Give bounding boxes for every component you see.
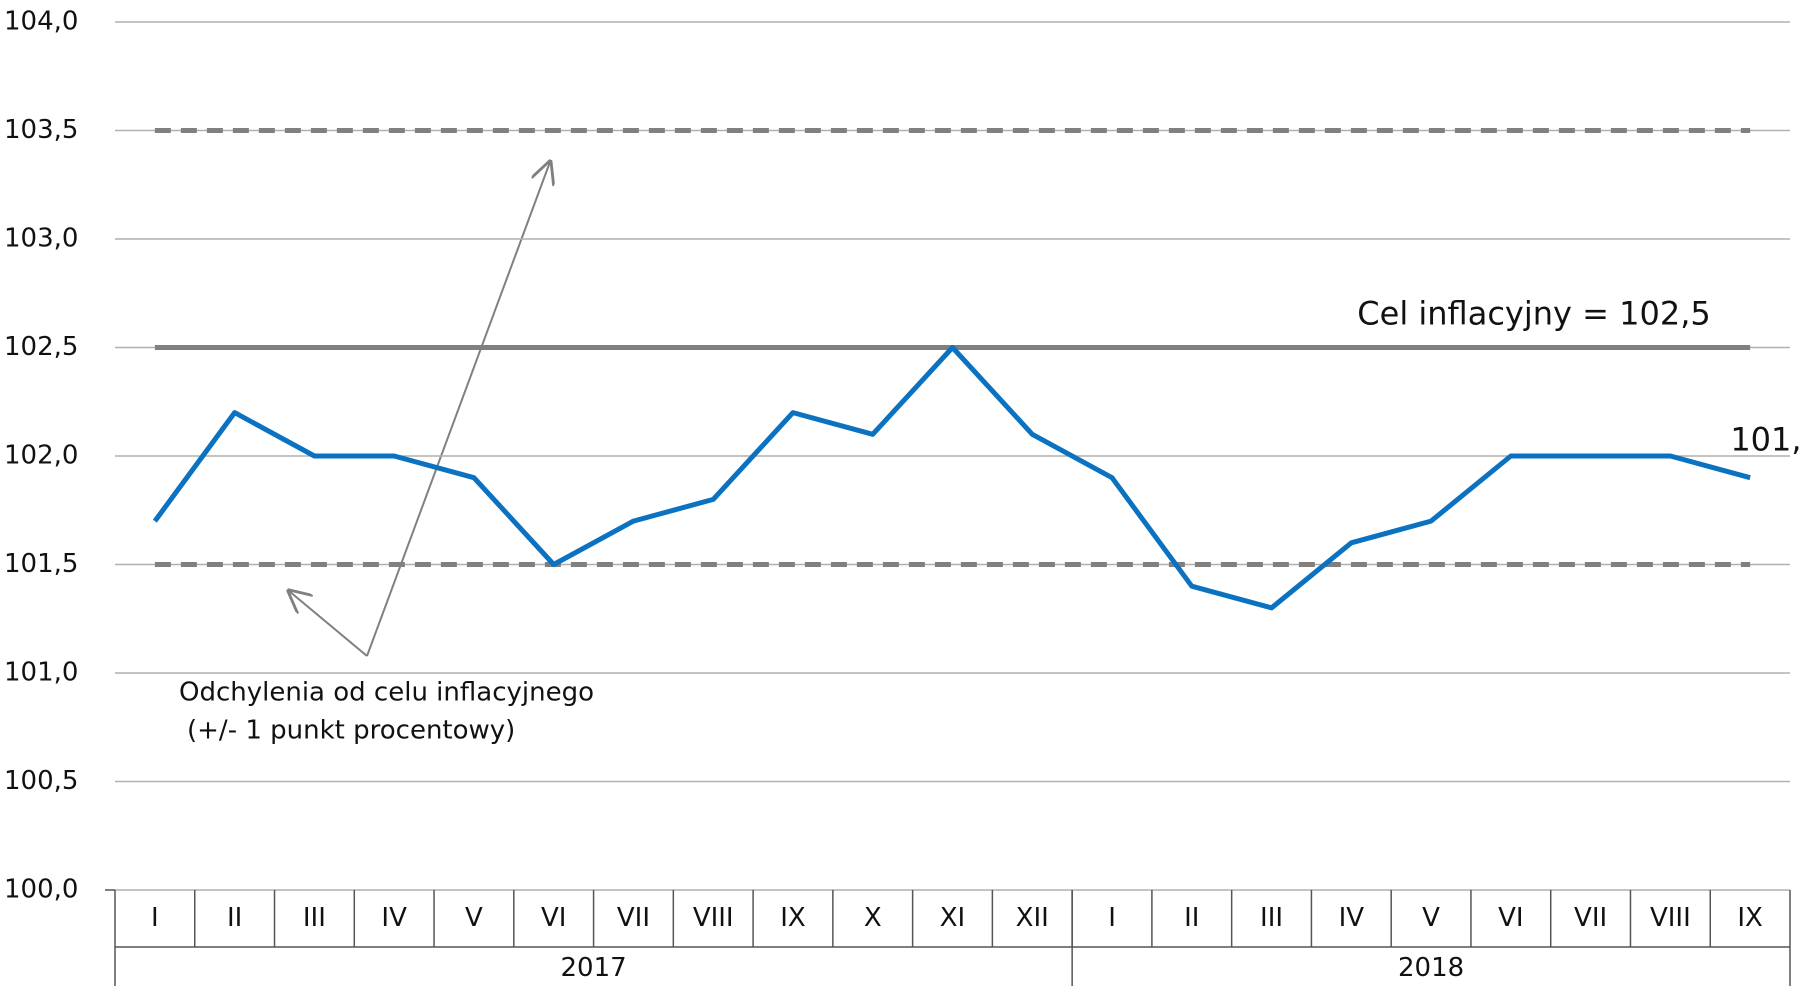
y-tick-label: 104,0 bbox=[4, 7, 78, 37]
x-tick-label: III bbox=[303, 903, 326, 933]
y-tick-label: 103,5 bbox=[4, 115, 78, 145]
x-tick-label: VIII bbox=[693, 903, 734, 933]
data-label: 101,9 bbox=[1730, 421, 1802, 459]
x-tick-label: V bbox=[1422, 903, 1440, 933]
y-tick-label: 102,5 bbox=[4, 332, 78, 362]
y-tick-label: 101,0 bbox=[4, 658, 78, 688]
x-tick-label: VIII bbox=[1650, 903, 1691, 933]
annotation: Odchylenia od celu inflacyjnego bbox=[179, 678, 594, 708]
x-tick-label: IV bbox=[381, 903, 407, 933]
group-label: 2018 bbox=[1398, 953, 1464, 983]
y-tick-label: 100,5 bbox=[4, 766, 78, 796]
x-tick-label: X bbox=[864, 903, 882, 933]
series-line bbox=[152, 345, 1751, 611]
x-tick-label: IV bbox=[1339, 903, 1365, 933]
x-tick-label: I bbox=[1108, 903, 1116, 933]
x-tick-label: I bbox=[151, 903, 159, 933]
x-tick-label: XI bbox=[940, 903, 965, 933]
x-tick-label: VII bbox=[1574, 903, 1607, 933]
x-tick-label: IX bbox=[780, 903, 805, 933]
y-tick-label: 103,0 bbox=[4, 224, 78, 254]
y-tick-label: 101,5 bbox=[4, 549, 78, 579]
x-tick-label: V bbox=[465, 903, 483, 933]
y-tick-label: 102,0 bbox=[4, 441, 78, 471]
x-tick-label: II bbox=[227, 903, 242, 933]
target-label: Cel inflacyjny = 102,5 bbox=[1357, 295, 1710, 333]
group-label: 2017 bbox=[560, 953, 626, 983]
x-tick-label: XII bbox=[1016, 903, 1049, 933]
x-tick-label: VI bbox=[1498, 903, 1523, 933]
x-tick-label: III bbox=[1260, 903, 1283, 933]
x-tick-label: VII bbox=[617, 903, 650, 933]
x-tick-label: IX bbox=[1737, 903, 1762, 933]
annotation-arrow bbox=[366, 162, 550, 657]
annotation: (+/- 1 punkt procentowy) bbox=[187, 716, 515, 746]
x-tick-label: II bbox=[1184, 903, 1199, 933]
x-tick-label: VI bbox=[541, 903, 566, 933]
annotation-arrow bbox=[289, 591, 368, 657]
y-tick-label: 100,0 bbox=[4, 875, 78, 905]
